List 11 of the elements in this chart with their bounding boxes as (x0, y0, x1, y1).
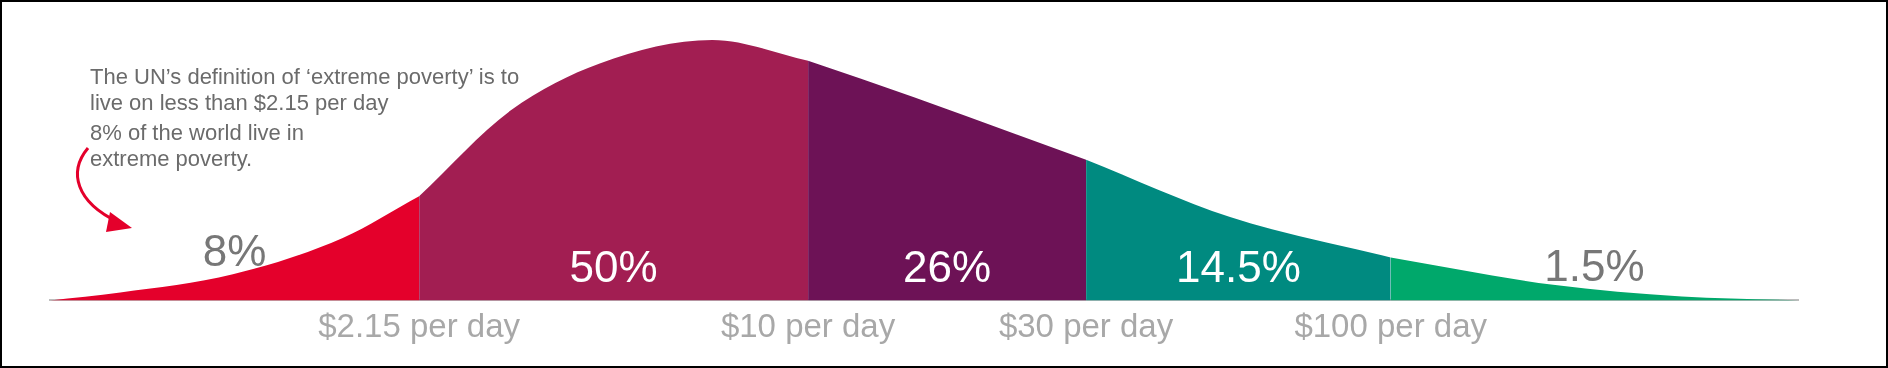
annotation: 1.5% (1544, 240, 1645, 290)
x-tick-label: $2.15 per day (318, 307, 521, 345)
annotation: 26% (903, 242, 992, 292)
annotation: The UN’s definition of ‘extreme poverty’ is to live on less than $2.15 per day (90, 64, 521, 116)
x-tick-label: $10 per day (720, 307, 896, 345)
annotation: 8% (202, 225, 267, 275)
x-tick-label: $30 per day (998, 307, 1174, 345)
x-tick-label: $100 per day (1294, 307, 1488, 345)
annotation: 14.5% (1176, 242, 1301, 292)
annotation: 50% (569, 242, 658, 292)
annotation: 8% of the world live in extreme poverty. (90, 120, 305, 172)
